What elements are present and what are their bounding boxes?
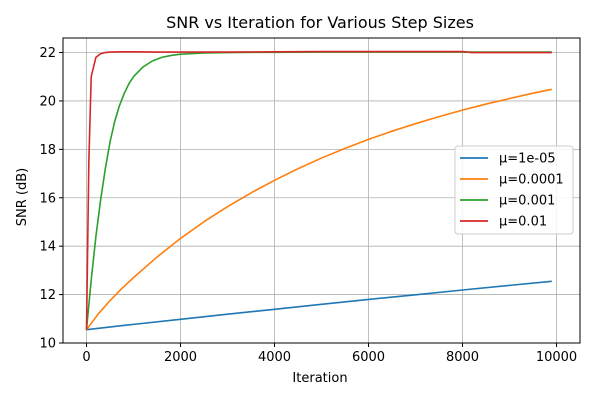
y-axis-label: SNR (dB)	[15, 168, 30, 226]
y-tick-label: 16	[39, 191, 56, 206]
plot-frame	[62, 37, 581, 344]
legend-label-3: μ=0.01	[499, 215, 547, 230]
series-lines	[85, 50, 552, 331]
legend: μ=1e-05 μ=0.0001 μ=0.001 μ=0.01	[454, 145, 574, 235]
y-tick-label: 22	[39, 46, 56, 61]
legend-label-0: μ=1e-05	[499, 152, 556, 167]
series-line-1	[85, 88, 552, 331]
y-tick-label: 12	[39, 288, 56, 303]
x-axis-label: Iteration	[292, 371, 347, 386]
y-tick-label: 18	[39, 143, 56, 158]
legend-label-2: μ=0.001	[499, 194, 555, 209]
x-tick-label: 10000	[536, 350, 577, 365]
chart-title: SNR vs Iteration for Various Step Sizes	[166, 13, 474, 32]
x-tick-label: 4000	[258, 350, 291, 365]
x-tick-label: 0	[82, 350, 90, 365]
legend-label-1: μ=0.0001	[499, 173, 564, 188]
axes: 0 2000 4000 6000 8000 10000 10 12 14 16 18 20 22	[39, 37, 581, 365]
legend-box	[454, 145, 574, 235]
series-line-3	[85, 50, 552, 330]
x-tick-label: 8000	[446, 350, 479, 365]
x-tick-label: 2000	[164, 350, 197, 365]
y-tick-label: 14	[39, 240, 56, 255]
y-tick-label: 20	[39, 94, 56, 109]
series-line-0	[86, 280, 552, 331]
x-tick-label: 6000	[352, 350, 385, 365]
y-tick-label: 10	[39, 337, 56, 352]
